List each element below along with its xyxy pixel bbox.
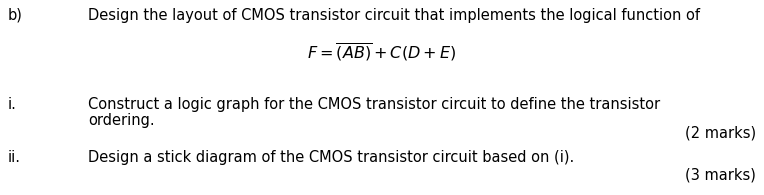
Text: (3 marks): (3 marks) — [685, 168, 756, 183]
Text: i.: i. — [8, 97, 17, 112]
Text: Design a stick diagram of the CMOS transistor circuit based on (i).: Design a stick diagram of the CMOS trans… — [88, 150, 575, 165]
Text: b): b) — [8, 8, 23, 23]
Text: Construct a logic graph for the CMOS transistor circuit to define the transistor: Construct a logic graph for the CMOS tra… — [88, 97, 660, 112]
Text: ii.: ii. — [8, 150, 21, 165]
Text: ordering.: ordering. — [88, 113, 154, 128]
Text: Design the layout of CMOS transistor circuit that implements the logical functio: Design the layout of CMOS transistor cir… — [88, 8, 700, 23]
Text: $F = \overline{(AB)} + C(D + E)$: $F = \overline{(AB)} + C(D + E)$ — [307, 42, 457, 64]
Text: (2 marks): (2 marks) — [685, 126, 756, 141]
